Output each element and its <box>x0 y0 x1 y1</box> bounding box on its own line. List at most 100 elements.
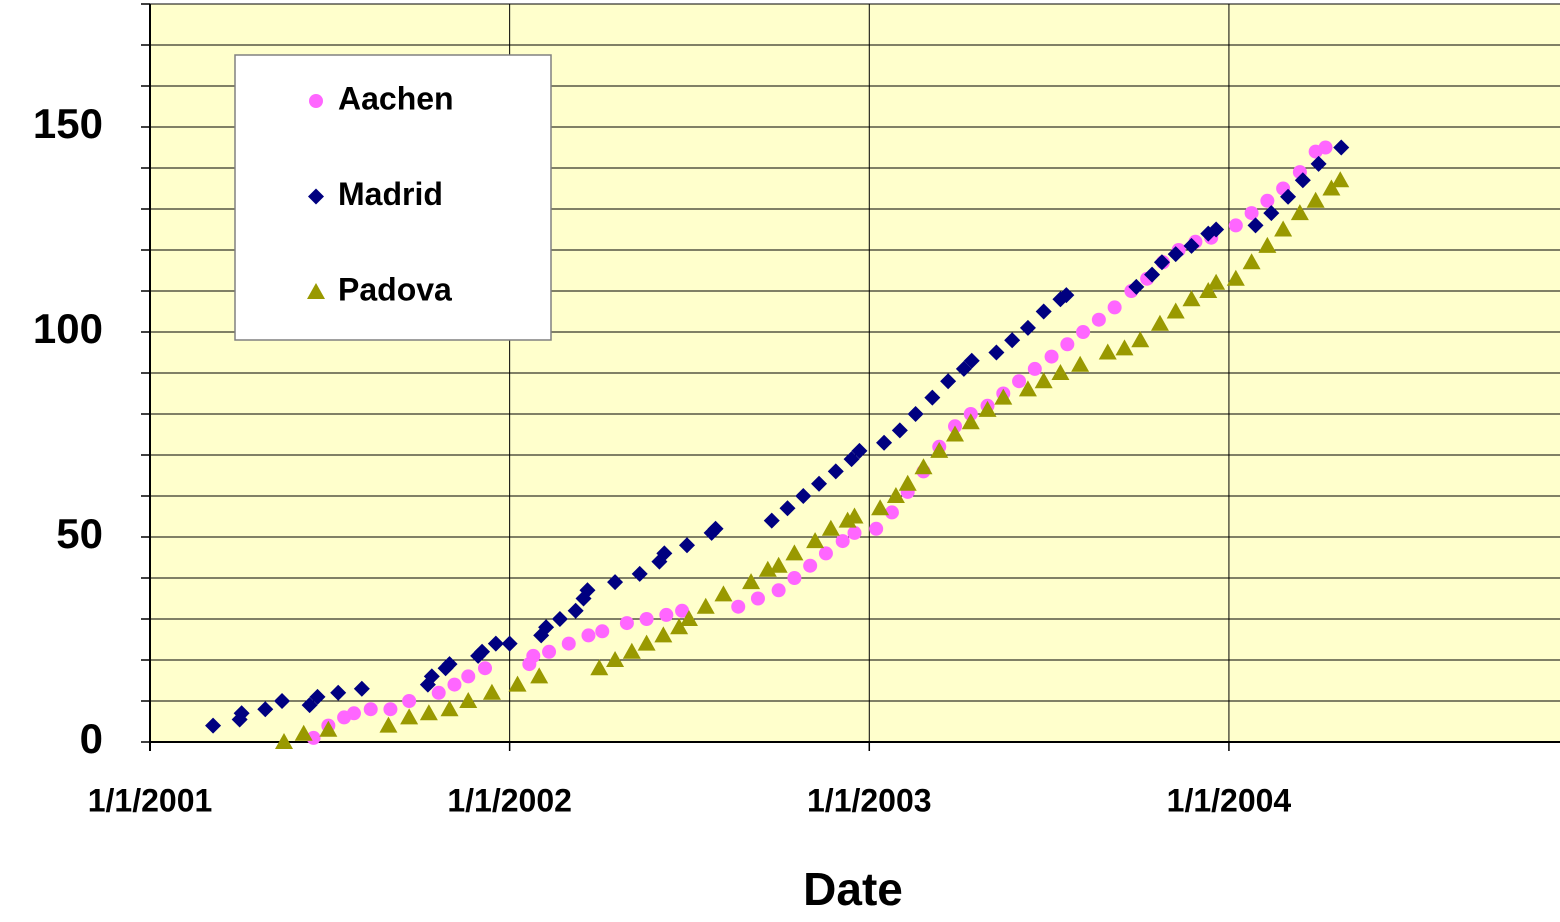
point <box>1115 339 1134 356</box>
point <box>679 537 696 554</box>
point <box>827 463 844 480</box>
y-tick-label: 100 <box>33 305 103 352</box>
point <box>1263 205 1280 222</box>
point <box>431 685 446 700</box>
point <box>233 705 250 722</box>
point <box>930 441 949 458</box>
point <box>487 635 504 652</box>
point <box>639 612 654 626</box>
point <box>851 442 868 459</box>
point <box>1228 218 1243 233</box>
legend-marker <box>307 283 325 299</box>
y-tick-label: 0 <box>80 715 103 762</box>
point <box>606 651 625 667</box>
point <box>1199 282 1218 298</box>
point <box>821 519 840 536</box>
point <box>1294 172 1311 189</box>
point <box>1071 355 1090 372</box>
point <box>501 635 518 652</box>
point <box>742 573 761 590</box>
point <box>353 680 370 697</box>
point <box>1144 266 1161 283</box>
point <box>707 520 724 537</box>
point <box>771 583 786 598</box>
point <box>1012 374 1027 389</box>
point <box>561 636 576 651</box>
point <box>679 610 698 626</box>
point <box>1153 254 1170 271</box>
legend-label: Aachen <box>338 80 454 116</box>
point <box>441 656 458 673</box>
point <box>346 706 361 721</box>
point <box>1318 140 1333 155</box>
point <box>440 700 459 717</box>
point <box>1004 332 1021 349</box>
point <box>1167 246 1184 263</box>
point <box>769 556 788 573</box>
point <box>1107 300 1122 315</box>
point <box>1333 139 1350 156</box>
point <box>806 532 825 549</box>
point <box>1166 302 1185 319</box>
point <box>731 599 746 614</box>
point <box>607 574 624 591</box>
point <box>595 624 610 639</box>
point <box>750 591 765 606</box>
point <box>758 560 777 577</box>
point <box>1290 204 1309 221</box>
point <box>1035 303 1052 320</box>
point <box>447 677 462 692</box>
y-tick-label: 50 <box>56 510 103 557</box>
point <box>779 500 796 517</box>
point <box>656 545 673 562</box>
legend-label: Madrid <box>338 176 443 212</box>
point <box>785 544 804 561</box>
point <box>301 697 318 714</box>
point <box>1051 364 1070 380</box>
point <box>818 546 833 561</box>
point <box>478 661 493 676</box>
point <box>419 704 438 721</box>
y-tick-label: 150 <box>33 100 103 147</box>
point <box>811 475 828 492</box>
point <box>1098 343 1117 360</box>
point <box>1091 312 1106 327</box>
point <box>400 708 419 725</box>
point <box>988 344 1005 361</box>
point <box>961 413 980 430</box>
point <box>1150 314 1169 331</box>
point <box>763 512 780 529</box>
point <box>538 619 555 636</box>
point <box>659 607 674 622</box>
point <box>379 716 398 733</box>
point <box>835 534 850 549</box>
point <box>622 642 641 659</box>
point <box>869 521 884 536</box>
point <box>886 487 905 503</box>
point <box>1322 179 1341 196</box>
point <box>402 694 417 708</box>
legend-box <box>234 54 552 341</box>
point <box>1242 253 1261 270</box>
point <box>714 585 733 602</box>
point <box>319 720 338 737</box>
legend-marker <box>308 188 324 205</box>
point <box>567 602 584 619</box>
point <box>526 648 541 663</box>
point <box>1258 236 1277 253</box>
point <box>1183 237 1200 254</box>
point <box>871 499 890 516</box>
point <box>1207 273 1226 290</box>
point <box>940 373 957 390</box>
point <box>275 733 294 749</box>
point <box>551 611 568 627</box>
x-tick-label: 1/1/2002 <box>447 782 572 818</box>
point <box>946 425 965 442</box>
legend-label: Padova <box>338 271 452 307</box>
point <box>461 669 476 684</box>
point <box>590 659 609 676</box>
point <box>838 511 857 528</box>
point <box>363 702 378 717</box>
point <box>963 352 980 369</box>
point <box>631 565 648 582</box>
